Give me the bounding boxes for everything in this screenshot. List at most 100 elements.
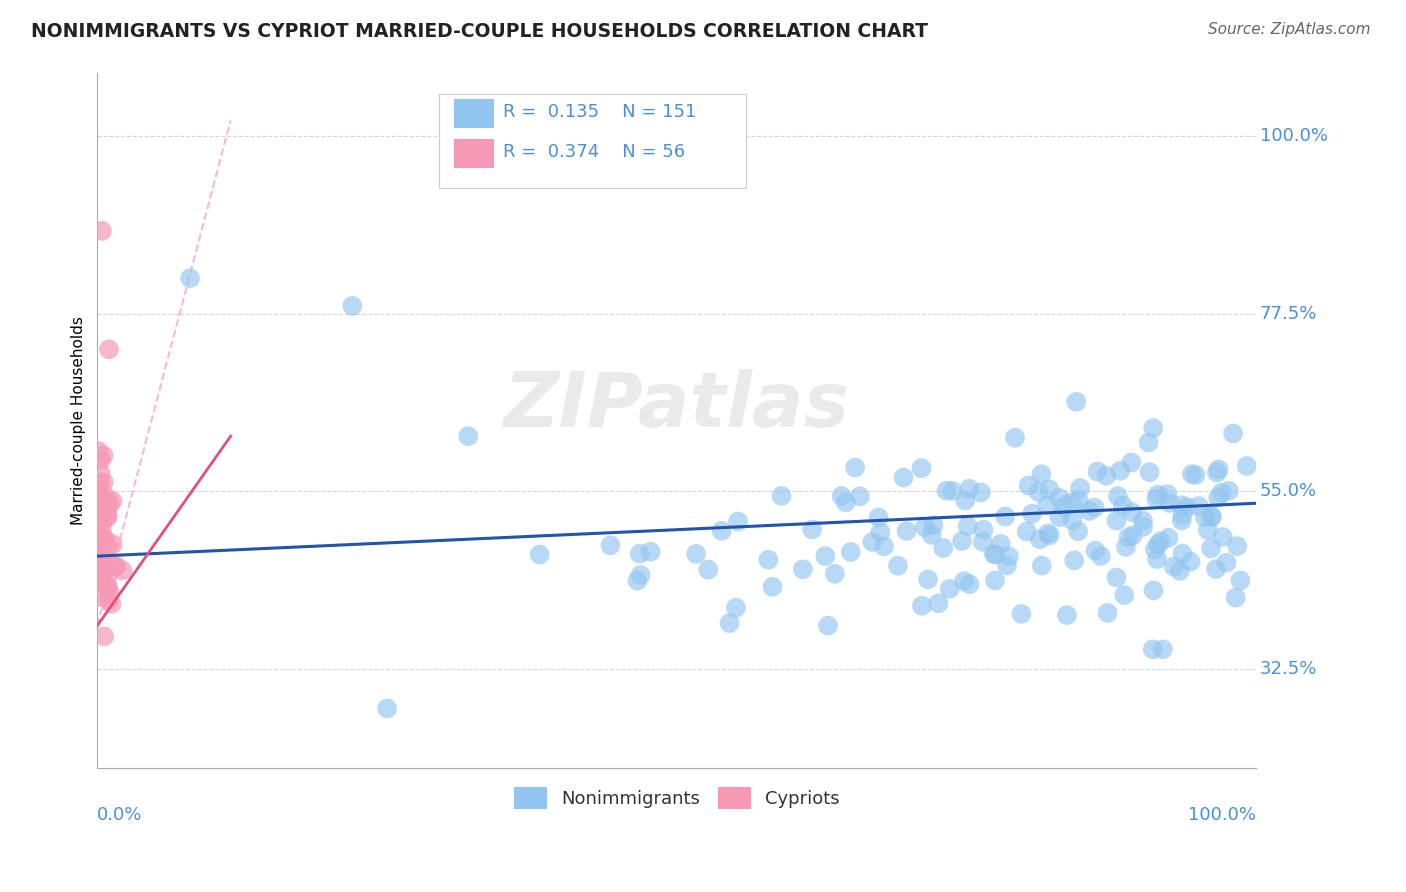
Point <box>868 510 890 524</box>
Point <box>1028 484 1050 499</box>
Point <box>1137 435 1160 450</box>
Point <box>911 599 934 613</box>
Point <box>984 574 1007 588</box>
Point <box>935 483 957 498</box>
Point <box>89 550 111 565</box>
Point <box>628 547 651 561</box>
Text: R =  0.135    N = 151: R = 0.135 N = 151 <box>503 103 696 121</box>
Point <box>1029 533 1052 547</box>
Point <box>1132 520 1154 534</box>
Point <box>1201 509 1223 524</box>
Point <box>97 540 120 554</box>
Point <box>1201 509 1223 524</box>
Point <box>93 629 115 643</box>
Point <box>1004 431 1026 445</box>
Point <box>953 574 976 588</box>
Point <box>792 562 814 576</box>
Point <box>98 496 121 510</box>
Point <box>1069 481 1091 495</box>
Point <box>87 497 110 511</box>
Point <box>938 582 960 596</box>
Point <box>1229 574 1251 588</box>
Point <box>910 461 932 475</box>
Point <box>87 557 110 571</box>
Point <box>94 533 117 547</box>
Point <box>91 224 114 238</box>
Point <box>1121 455 1143 469</box>
Point <box>927 596 949 610</box>
Point <box>1095 468 1118 483</box>
Point <box>685 547 707 561</box>
Text: 100.0%: 100.0% <box>1260 128 1327 145</box>
Point <box>950 533 973 548</box>
Text: 77.5%: 77.5% <box>1260 305 1317 323</box>
Point <box>835 495 858 509</box>
Point <box>89 475 111 490</box>
Point <box>91 554 114 568</box>
Point <box>1031 467 1053 482</box>
Point <box>87 485 110 500</box>
Point <box>953 493 976 508</box>
Point <box>87 485 110 500</box>
FancyBboxPatch shape <box>439 94 747 187</box>
Text: ZIPatlas: ZIPatlas <box>503 369 849 443</box>
Y-axis label: Married-couple Households: Married-couple Households <box>72 316 86 524</box>
Point <box>839 545 862 559</box>
Point <box>1078 504 1101 518</box>
Point <box>1175 500 1198 515</box>
Point <box>90 561 112 575</box>
Point <box>89 507 111 521</box>
Point <box>844 460 866 475</box>
Point <box>457 429 479 443</box>
Point <box>941 483 963 498</box>
Point <box>1226 539 1249 553</box>
Point <box>100 597 122 611</box>
Point <box>342 299 364 313</box>
Point <box>1109 464 1132 478</box>
Point <box>640 544 662 558</box>
FancyBboxPatch shape <box>454 99 494 128</box>
Point <box>529 548 551 562</box>
Point <box>710 524 733 538</box>
Point <box>1060 495 1083 509</box>
Point <box>1083 500 1105 515</box>
Point <box>1146 487 1168 501</box>
Point <box>1144 491 1167 506</box>
Point <box>90 570 112 584</box>
Point <box>1087 465 1109 479</box>
Point <box>1049 510 1071 524</box>
Point <box>91 526 114 541</box>
Point <box>1036 498 1059 512</box>
Point <box>994 509 1017 524</box>
Point <box>824 566 846 581</box>
Point <box>1107 489 1129 503</box>
Point <box>932 541 955 555</box>
Point <box>995 558 1018 573</box>
Point <box>1225 591 1247 605</box>
FancyBboxPatch shape <box>454 139 494 169</box>
Point <box>1010 607 1032 621</box>
Point <box>1187 499 1209 513</box>
Point <box>1157 531 1180 545</box>
Point <box>1212 530 1234 544</box>
Point <box>1122 528 1144 542</box>
Point <box>1084 543 1107 558</box>
Point <box>1112 499 1135 513</box>
Point <box>1159 496 1181 510</box>
Point <box>970 485 993 500</box>
Point <box>957 482 980 496</box>
Text: 0.0%: 0.0% <box>97 805 143 824</box>
Point <box>1215 556 1237 570</box>
Point <box>94 562 117 576</box>
Point <box>1105 570 1128 584</box>
Point <box>90 453 112 467</box>
Point <box>1197 523 1219 537</box>
Point <box>1211 485 1233 500</box>
Point <box>1149 534 1171 549</box>
Point <box>972 523 994 537</box>
Point <box>599 538 621 552</box>
Point <box>972 534 994 549</box>
Point <box>1062 513 1084 527</box>
Point <box>94 558 117 573</box>
Point <box>860 535 883 549</box>
